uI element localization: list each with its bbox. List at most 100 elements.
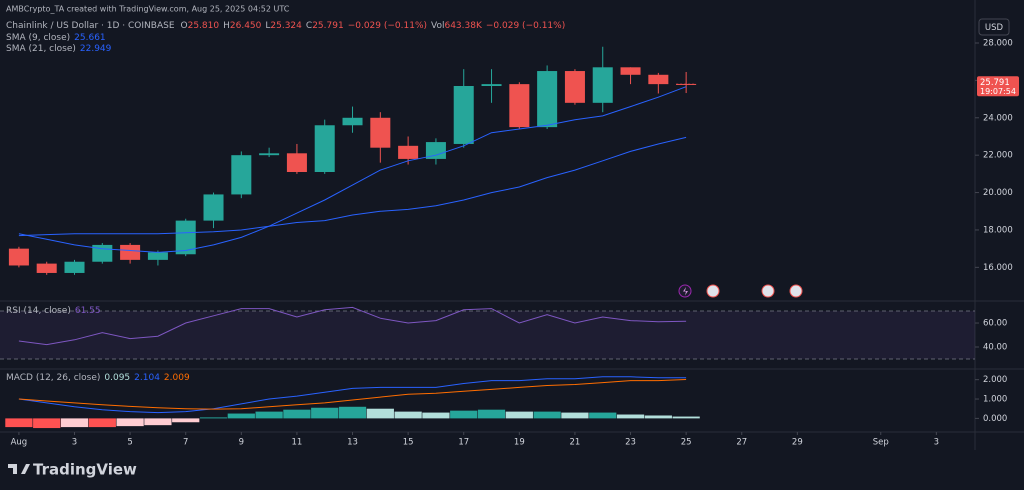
histogram-bar xyxy=(255,411,283,419)
candle-body xyxy=(425,142,446,159)
x-tick-label: 3 xyxy=(934,438,939,448)
histogram-bar xyxy=(33,418,61,429)
y-tick-label: 60.00 xyxy=(983,319,1007,329)
ohlc-label: H xyxy=(223,21,230,31)
candle-body xyxy=(648,74,669,85)
x-tick-label: 21 xyxy=(570,438,581,448)
histogram-bar xyxy=(505,411,533,419)
events xyxy=(678,284,803,298)
y-tick-label: 20.000 xyxy=(983,188,1013,198)
volume-label: Vol xyxy=(431,21,444,31)
candle-body xyxy=(620,67,641,75)
histogram-bar xyxy=(672,416,700,419)
candle-body xyxy=(147,252,168,260)
price-label: 25.791 xyxy=(980,78,1010,88)
x-tick-label: Aug xyxy=(11,438,28,448)
histogram-bar xyxy=(5,418,33,428)
legend-name: RSI (14, close) xyxy=(6,306,71,316)
symbol-legend: Chainlink / US Dollar · 1D · COINBASE O25… xyxy=(6,21,565,31)
legend-entry: SMA (9, close) 25.661 xyxy=(6,33,106,43)
currency[interactable]: USD xyxy=(985,23,1004,33)
candles xyxy=(8,46,697,275)
legend-entry: MACD (12, 26, close) 0.095 2.104 2.009 xyxy=(6,373,190,383)
histogram-bar xyxy=(616,414,645,419)
countdown: 19:07:54 xyxy=(980,87,1016,96)
histogram-bar xyxy=(88,418,116,428)
candle-body xyxy=(453,86,474,144)
x-tick-label: 25 xyxy=(681,438,692,448)
ohlc-value: 25.791 xyxy=(312,21,344,31)
legend-value: 0.095 xyxy=(104,373,130,383)
histogram-bar xyxy=(338,406,367,419)
histogram-bar xyxy=(227,413,255,419)
logo-text: TradingView xyxy=(33,461,137,479)
y-tick-label: 28.000 xyxy=(983,39,1013,49)
volume-change: −0.029 (−0.11%) xyxy=(486,21,565,31)
candle-body xyxy=(36,263,57,273)
x-tick-label: 19 xyxy=(514,438,525,448)
ohlc-label: L xyxy=(265,21,270,31)
candle-body xyxy=(509,84,530,128)
ohlc-value: 25.324 xyxy=(270,21,302,31)
candle-body xyxy=(175,220,196,255)
y-tick-label: 24.000 xyxy=(983,113,1013,123)
y-tick-label: 0.000 xyxy=(983,414,1007,424)
legend-name: MACD (12, 26, close) xyxy=(6,373,100,383)
legend-value: 25.661 xyxy=(74,33,106,43)
x-tick-label: 13 xyxy=(347,438,358,448)
event-icon[interactable] xyxy=(706,284,720,298)
y-tick-label: 1.000 xyxy=(983,395,1007,405)
legend-entry: RSI (14, close) 61.55 xyxy=(6,306,101,316)
histogram-bar xyxy=(199,417,228,419)
volume-value: 643.38K xyxy=(444,21,482,31)
legend-name: SMA (9, close) xyxy=(6,33,70,43)
y-tick-label: 2.000 xyxy=(983,375,1007,385)
ohlc-value: 25.810 xyxy=(188,21,220,31)
x-tick-label: Sep xyxy=(873,438,889,448)
histogram-bar xyxy=(172,418,200,423)
legend-value: 2.009 xyxy=(164,373,190,383)
x-tick-label: 11 xyxy=(292,438,303,448)
histogram-bar xyxy=(477,409,506,419)
logo: TradingView xyxy=(8,461,137,479)
histogram-bar xyxy=(60,418,89,428)
sma-line xyxy=(18,136,687,237)
candle-body xyxy=(370,117,391,148)
ohlc-value: 26.450 xyxy=(230,21,262,31)
sma-line xyxy=(18,86,687,253)
legend-entry: SMA (21, close) 22.949 xyxy=(6,44,112,54)
x-tick-label: 29 xyxy=(792,438,803,448)
rsi-line xyxy=(18,306,687,346)
histogram-bar xyxy=(450,410,478,419)
candle-body xyxy=(481,84,502,86)
histogram-bar xyxy=(533,411,561,419)
x-tick-label: 17 xyxy=(458,438,469,448)
y-tick-label: 16.000 xyxy=(983,263,1013,273)
event-icon[interactable] xyxy=(789,284,803,298)
symbol: Chainlink / US Dollar · 1D · COINBASE xyxy=(6,21,175,31)
currency-button[interactable] xyxy=(978,18,1010,36)
event-icon[interactable] xyxy=(761,284,775,298)
candle-body xyxy=(342,117,363,126)
macd-line xyxy=(18,379,687,410)
legend-name: SMA (21, close) xyxy=(6,44,76,54)
candle-body xyxy=(203,194,224,221)
rsi-band xyxy=(0,311,975,360)
change: −0.029 (−0.11%) xyxy=(348,21,427,31)
x-tick-label: 9 xyxy=(239,438,244,448)
histogram-bar xyxy=(589,412,617,419)
ohlc-label: O xyxy=(181,21,188,31)
candle-body xyxy=(314,125,335,172)
histogram-bar xyxy=(422,412,450,419)
y-tick-label: 40.00 xyxy=(983,343,1007,353)
candle-body xyxy=(64,261,85,273)
logo-mark xyxy=(8,464,30,474)
histogram-bar xyxy=(311,407,339,419)
x-tick-label: 15 xyxy=(403,438,414,448)
candle-body xyxy=(259,153,280,156)
candle-body xyxy=(231,155,252,195)
legend-value: 22.949 xyxy=(80,44,112,54)
histogram-bar xyxy=(116,418,144,427)
